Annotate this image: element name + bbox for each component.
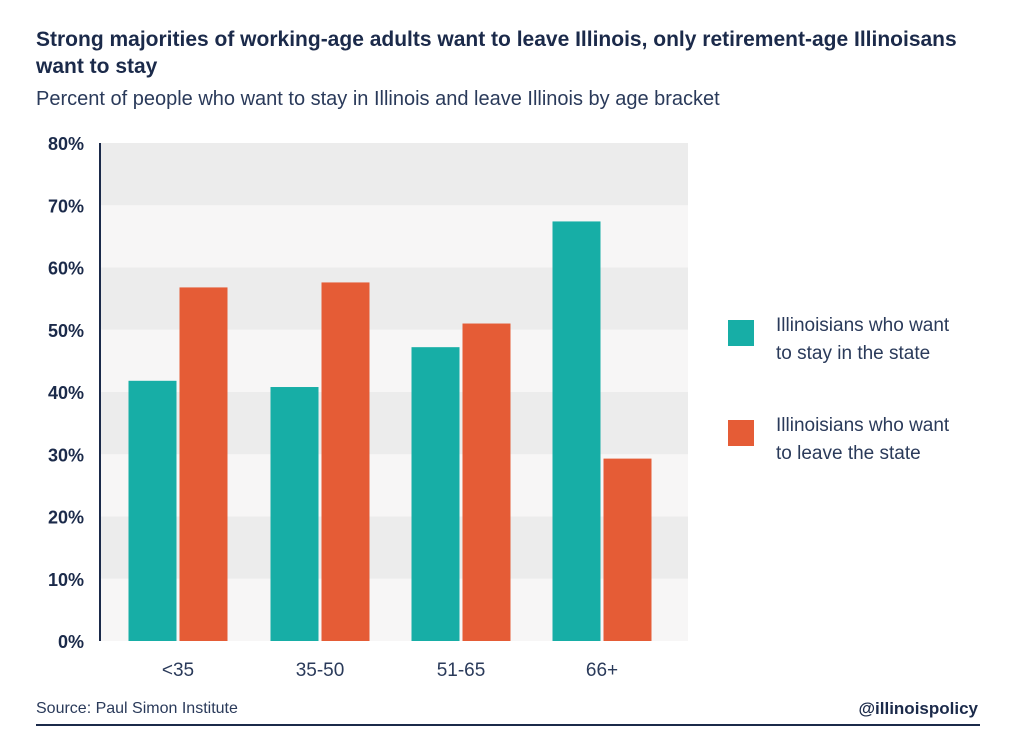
y-tick-label: 50% (48, 321, 84, 341)
legend-item-leave: Illinoisians who want to leave the state (728, 412, 996, 468)
bar-stay (270, 387, 319, 641)
bar-leave (179, 287, 228, 641)
legend-item-stay: Illinoisians who want to stay in the sta… (728, 312, 996, 368)
bar-stay (552, 221, 601, 641)
grid-band (100, 143, 688, 206)
y-tick-label: 80% (48, 134, 84, 154)
legend-label-stay-line2: to stay in the state (776, 343, 931, 364)
y-tick-label: 20% (48, 508, 84, 528)
legend-label-stay: Illinoisians who want to stay in the sta… (776, 312, 996, 368)
source-note: Source: Paul Simon Institute (36, 700, 238, 717)
legend-label-leave-line2: to leave the state (776, 443, 921, 464)
y-tick-label: 10% (48, 570, 84, 590)
bar-leave (603, 458, 652, 641)
legend-label-stay-line1: Illinoisians who want (776, 315, 950, 336)
y-tick-label: 40% (48, 383, 84, 403)
bar-leave (462, 323, 511, 641)
x-tick-label: 66+ (586, 660, 618, 681)
legend-label-leave-line1: Illinoisians who want (776, 415, 950, 436)
footer-divider (36, 724, 980, 726)
bar-chart: 0% 10% 20% 30% 40% 50% 60% 70% 80% <35 35-50 51-65… (48, 134, 688, 681)
legend-swatch-leave (728, 420, 754, 446)
y-tick-label: 0% (58, 632, 84, 652)
social-handle: @illinoispolicy (858, 699, 978, 718)
chart-subtitle: Percent of people who want to stay in Il… (36, 88, 720, 110)
y-tick-label: 30% (48, 445, 84, 465)
legend-swatch-stay (728, 320, 754, 346)
y-axis-tick-labels: 0% 10% 20% 30% 40% 50% 60% 70% 80% (48, 134, 84, 652)
bar-stay (411, 347, 460, 641)
y-tick-label: 60% (48, 259, 84, 279)
x-tick-label: <35 (162, 660, 194, 681)
x-axis-tick-labels: <35 35-50 51-65 66+ (162, 660, 618, 681)
bar-leave (321, 282, 370, 641)
x-tick-label: 35-50 (296, 660, 345, 681)
x-tick-label: 51-65 (437, 660, 486, 681)
legend-label-leave: Illinoisians who want to leave the state (776, 412, 996, 468)
chart-title: Strong majorities of working-age adults … (36, 28, 957, 78)
bar-series (128, 221, 652, 641)
bar-stay (128, 380, 177, 641)
y-tick-label: 70% (48, 196, 84, 216)
